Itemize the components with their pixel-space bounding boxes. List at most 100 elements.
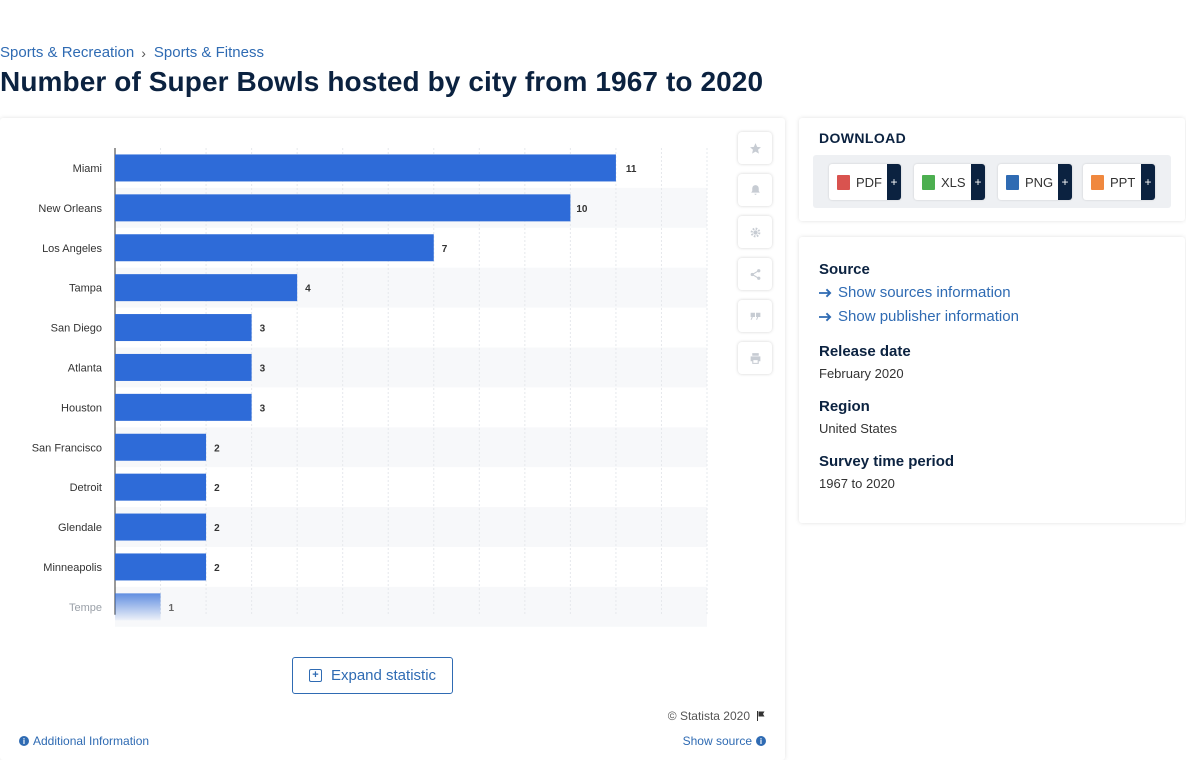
arrow-right-icon xyxy=(819,288,832,297)
value-label: 3 xyxy=(260,324,266,335)
page-title: Number of Super Bowls hosted by city fro… xyxy=(0,66,764,97)
category-label: San Francisco xyxy=(32,442,102,454)
additional-information-label: Additional Information xyxy=(33,734,150,748)
quote-icon xyxy=(750,312,760,320)
bar-san-francisco[interactable] xyxy=(115,433,207,461)
download-png-button[interactable]: PNG + xyxy=(998,164,1072,200)
expand-statistic-button[interactable]: + Expand statistic xyxy=(292,657,453,694)
gear-icon xyxy=(750,227,760,237)
category-label: New Orleans xyxy=(38,203,102,215)
breadcrumb-sports-recreation[interactable]: Sports & Recreation xyxy=(0,44,135,61)
print-button[interactable] xyxy=(738,342,772,374)
show-sources-link[interactable]: Show sources information xyxy=(819,284,1011,301)
value-label: 3 xyxy=(260,363,266,374)
additional-information-link[interactable]: i Additional Information xyxy=(19,734,149,748)
favorite-button[interactable] xyxy=(738,132,772,164)
ppt-file-icon xyxy=(1091,174,1104,190)
bell-icon xyxy=(750,184,760,195)
bar-atlanta[interactable] xyxy=(115,353,252,381)
show-publisher-link[interactable]: Show publisher information xyxy=(819,308,1019,325)
chart-tools xyxy=(738,132,772,374)
category-label: Houston xyxy=(61,402,102,414)
print-icon xyxy=(750,352,760,364)
value-label: 10 xyxy=(576,204,588,215)
show-sources-label: Show sources information xyxy=(838,284,1011,301)
bar-tempe[interactable] xyxy=(115,593,161,621)
category-label: Los Angeles xyxy=(42,243,102,255)
share-icon xyxy=(750,268,760,280)
arrow-right-icon xyxy=(819,312,832,321)
survey-period-heading: Survey time period xyxy=(819,453,955,470)
show-publisher-label: Show publisher information xyxy=(838,308,1019,325)
category-label: Miami xyxy=(73,163,102,175)
bar-tampa[interactable] xyxy=(115,274,298,302)
expand-icon: + xyxy=(308,669,322,682)
value-label: 2 xyxy=(214,443,220,454)
download-buttons: PDF + XLS + PNG + PPT + xyxy=(813,155,1171,208)
bar-minneapolis[interactable] xyxy=(115,553,207,581)
flag-icon[interactable] xyxy=(755,710,767,722)
value-label: 7 xyxy=(442,244,448,255)
download-xls-plus[interactable]: + xyxy=(971,164,985,200)
share-button[interactable] xyxy=(738,258,772,290)
value-label: 2 xyxy=(214,563,220,574)
pdf-file-icon xyxy=(837,174,850,190)
info-icon: i xyxy=(756,736,766,746)
row-band xyxy=(115,507,707,547)
cite-button[interactable] xyxy=(738,300,772,332)
chart-card: Miami 11 New Orleans 10 Los Angeles 7 Tampa 4 Sa… xyxy=(0,118,785,760)
bar-glendale[interactable] xyxy=(115,513,207,541)
notification-button[interactable] xyxy=(738,174,772,206)
row-band xyxy=(115,586,707,627)
show-source-label: Show source xyxy=(682,734,752,748)
download-card: DOWNLOAD PDF + XLS + PNG + PPT + xyxy=(799,118,1185,221)
row-band xyxy=(115,427,707,468)
bar-chart: Miami 11 New Orleans 10 Los Angeles 7 Tampa 4 Sa… xyxy=(32,148,708,627)
category-label: Tempe xyxy=(69,602,102,614)
download-ppt-label: PPT xyxy=(1110,174,1136,190)
category-label: Tampa xyxy=(69,283,103,295)
download-ppt-plus[interactable]: + xyxy=(1141,164,1155,200)
region-heading: Region xyxy=(819,398,870,415)
bar-san-diego[interactable] xyxy=(115,314,252,342)
bar-miami[interactable] xyxy=(115,154,616,182)
category-label: San Diego xyxy=(51,323,102,335)
statistic-details: Source Show sources information Show pub… xyxy=(799,237,1185,523)
xls-file-icon xyxy=(922,174,935,190)
expand-statistic-label: Expand statistic xyxy=(330,667,437,684)
survey-period-value: 1967 to 2020 xyxy=(819,476,895,491)
settings-button[interactable] xyxy=(738,216,772,248)
download-xls-label: XLS xyxy=(941,174,966,190)
copyright-text: © Statista 2020 xyxy=(667,709,750,723)
download-pdf-plus[interactable]: + xyxy=(887,164,901,200)
breadcrumb-sports-fitness[interactable]: Sports & Fitness xyxy=(153,44,264,61)
category-label: Detroit xyxy=(70,482,102,494)
breadcrumb-separator: › xyxy=(141,44,146,61)
download-pdf-button[interactable]: PDF + xyxy=(829,164,901,200)
download-title: DOWNLOAD xyxy=(819,130,907,146)
download-png-label: PNG xyxy=(1025,174,1054,190)
bar-detroit[interactable] xyxy=(115,473,207,501)
download-xls-button[interactable]: XLS + xyxy=(914,164,985,200)
star-icon xyxy=(749,142,761,154)
png-file-icon xyxy=(1006,174,1019,190)
category-label: Glendale xyxy=(58,522,102,534)
category-label: Minneapolis xyxy=(43,562,102,574)
bar-los-angeles[interactable] xyxy=(115,234,434,262)
release-date-value: February 2020 xyxy=(819,366,904,381)
source-heading: Source xyxy=(819,261,870,278)
region-value: United States xyxy=(819,421,898,436)
info-icon: i xyxy=(19,736,29,746)
download-png-plus[interactable]: + xyxy=(1058,164,1072,200)
show-source-link[interactable]: Show source i xyxy=(683,734,766,748)
value-label: 3 xyxy=(260,403,266,414)
value-label: 2 xyxy=(214,523,220,534)
value-label: 11 xyxy=(626,164,637,175)
download-ppt-button[interactable]: PPT + xyxy=(1083,164,1155,200)
bar-houston[interactable] xyxy=(115,393,252,421)
breadcrumb: Sports & Recreation › Sports & Fitness xyxy=(0,44,264,61)
release-date-heading: Release date xyxy=(819,343,911,360)
value-label: 4 xyxy=(305,284,311,295)
category-label: Atlanta xyxy=(68,362,103,374)
bar-new-orleans[interactable] xyxy=(115,194,571,222)
